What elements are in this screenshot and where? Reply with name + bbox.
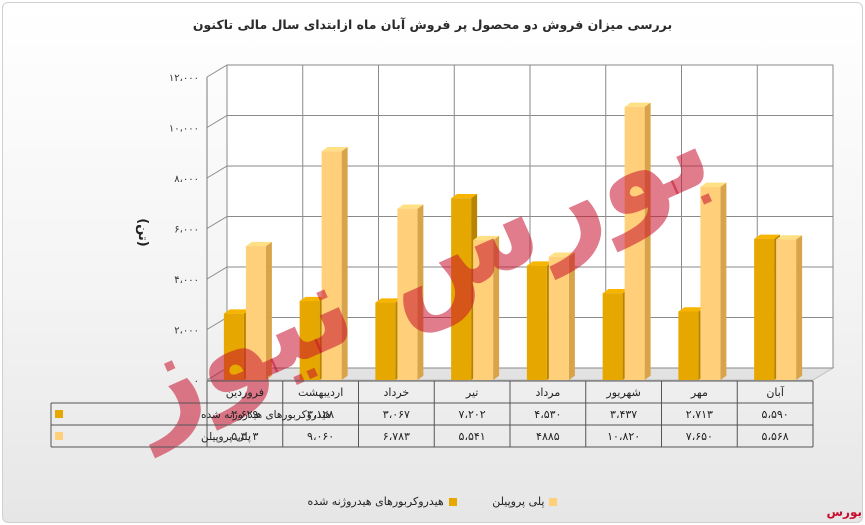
data-label-s2: ۹،۰۶۰	[307, 430, 334, 443]
bar-top-s2	[321, 147, 348, 152]
bar-side-s2	[720, 182, 727, 380]
bar-top-s1	[602, 289, 629, 294]
data-label-s1: ۳،۰۶۷	[383, 408, 410, 421]
bar-s2-5	[548, 256, 569, 380]
bar-top-s1	[451, 193, 478, 199]
bar-side-s2	[341, 147, 348, 380]
credit-text: بورس نیوز	[826, 505, 863, 522]
x-tick-label: شهریور	[605, 386, 640, 399]
bar-top-s2	[397, 204, 424, 209]
y-tick-label: ۸،۰۰۰	[174, 174, 199, 185]
bar-top-s1	[299, 296, 326, 302]
bar-s1-5	[526, 265, 547, 380]
bar-top-s1	[375, 298, 402, 303]
bar-side-s2	[644, 102, 651, 380]
table-swatch-s1	[55, 410, 63, 418]
data-label-s2: ۴۸۸۵	[536, 430, 560, 443]
bar-top-s2	[624, 102, 651, 107]
bar-s2-1	[245, 246, 266, 380]
bar-s2-3	[397, 208, 418, 380]
bar-s1-7	[678, 311, 699, 380]
data-label-s1: ۴،۵۳۰	[534, 408, 561, 421]
bar-side-s2	[265, 241, 272, 380]
bar-side-s2	[417, 204, 424, 380]
data-label-s2: ۶،۷۸۳	[383, 430, 410, 443]
y-tick-label: ۲،۰۰۰	[174, 326, 199, 337]
x-tick-label: اردیبهشت	[298, 386, 343, 399]
y-tick-label: ۱۰،۰۰۰	[169, 124, 199, 135]
data-label-s2: ۷،۶۵۰	[686, 430, 713, 443]
bar-top-s2	[245, 241, 272, 247]
chart-title: بررسی میزان فروش دو محصول پر فروش آبان م…	[192, 17, 673, 32]
data-label-s2: ۵،۳۰۳	[231, 430, 258, 443]
data-label-s1: ۲،۷۱۳	[686, 408, 713, 421]
y-tick-label: ۶،۰۰۰	[174, 225, 199, 236]
bar-s2-2	[321, 151, 342, 380]
x-tick-label: مهر	[690, 386, 708, 399]
table-series-label: هیدروکربورهای هیدروژنه شده	[201, 409, 331, 421]
legend-label-series-1: هیدروکربورهای هیدروژنه شده	[307, 495, 444, 508]
bar-s2-6	[624, 106, 645, 381]
bar-s1-8	[754, 238, 775, 380]
legend: پلی پروپیلن هیدروکربورهای هیدروژنه شده	[3, 495, 862, 508]
bar-s1-4	[451, 198, 472, 380]
y-tick-label: ۱۲،۰۰۰	[169, 73, 199, 84]
data-label-s1: ۳،۱۲۸	[307, 408, 334, 421]
table-series-label: پلی پروپیلن	[201, 431, 251, 443]
bar-s1-2	[299, 301, 320, 380]
legend-label-series-2: پلی پروپیلن	[492, 495, 545, 508]
y-tick-label: ۴،۰۰۰	[174, 275, 199, 286]
bar-s2-8	[776, 239, 797, 380]
bar-top-s2	[776, 235, 803, 240]
bar-top-s2	[548, 252, 575, 257]
legend-item-series-2: پلی پروپیلن	[492, 495, 558, 508]
x-tick-label: فروردین	[226, 386, 264, 399]
data-label-s2: ۱۰،۸۲۰	[607, 430, 640, 443]
bar-s2-7	[700, 186, 721, 380]
bar-top-s2	[700, 182, 727, 187]
bar-s1-6	[602, 293, 623, 380]
bar-s1-3	[375, 302, 396, 380]
bar-side-s2	[796, 235, 803, 380]
data-label-s1: ۳،۴۳۷	[610, 408, 637, 421]
x-tick-label: مرداد	[535, 386, 560, 399]
bar-side-s2	[493, 235, 500, 380]
data-label-s1: ۵،۵۹۰	[762, 408, 789, 421]
table-swatch-s2	[55, 432, 63, 440]
bar-top-s1	[754, 234, 781, 239]
data-label-s2: ۵،۵۶۸	[762, 430, 789, 443]
bar-top-s1	[678, 307, 705, 312]
legend-swatch-series-1	[448, 498, 457, 506]
data-label-s1: ۷،۲۰۲	[459, 408, 486, 421]
data-label-s1: ۲،۶۲۹	[231, 408, 258, 421]
bar-s2-4	[473, 240, 494, 380]
x-tick-label: تیر	[465, 386, 478, 399]
bar-top-s1	[526, 261, 553, 266]
x-tick-label: خرداد	[384, 386, 410, 399]
bar-side-s2	[568, 252, 575, 380]
legend-item-series-1: هیدروکربورهای هیدروژنه شده	[308, 495, 457, 508]
data-label-s2: ۵،۵۴۱	[459, 430, 486, 443]
legend-swatch-series-2	[549, 498, 558, 506]
chart-svg: ۰۲،۰۰۰۴،۰۰۰۶،۰۰۰۸،۰۰۰۱۰،۰۰۰۱۲،۰۰۰(تن)بور…	[50, 64, 835, 459]
bar-top-s1	[223, 309, 250, 314]
bar-s1-1	[223, 313, 244, 380]
x-tick-label: آبان	[766, 385, 784, 399]
bar-top-s2	[473, 235, 500, 241]
y-axis-label: (تن)	[135, 218, 150, 247]
y-tick-label: ۰	[194, 376, 199, 387]
